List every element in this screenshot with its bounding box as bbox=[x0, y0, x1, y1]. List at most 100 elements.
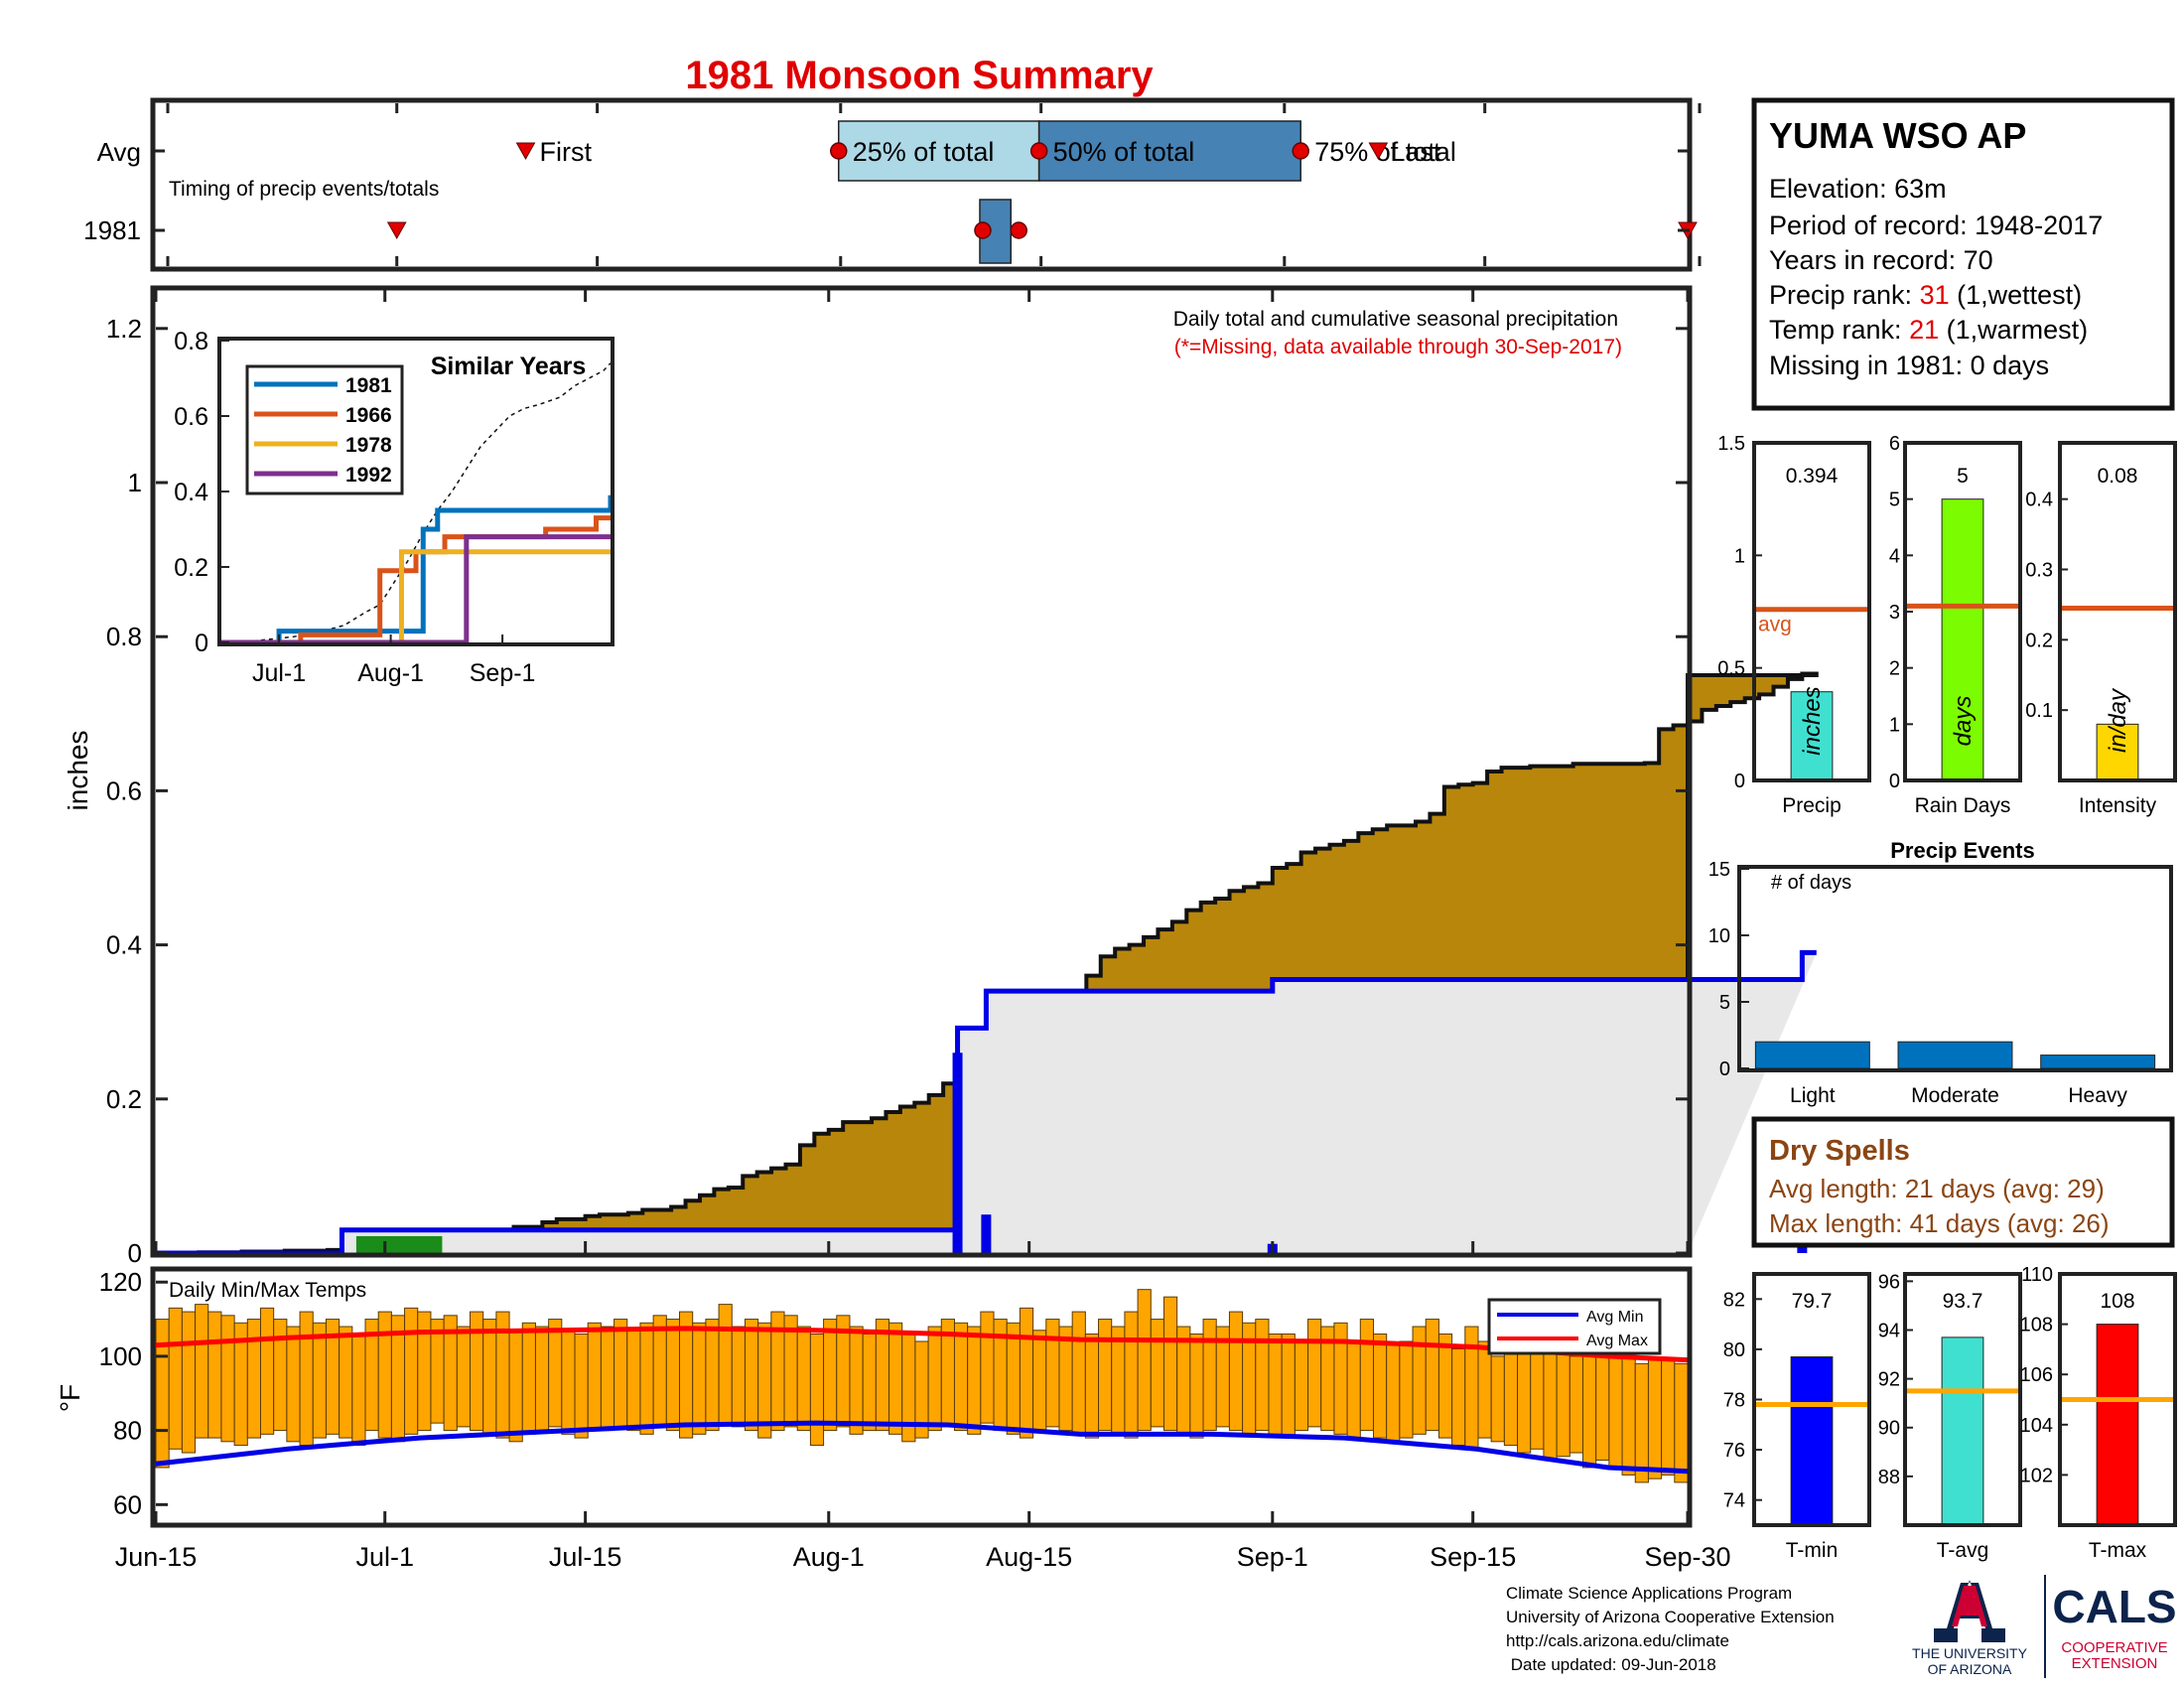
footer-line-2: University of Arizona Cooperative Extens… bbox=[1506, 1608, 1835, 1626]
station-precip-rank: Precip rank: 31 (1,wettest) bbox=[1769, 280, 2082, 310]
daily-temp-bar bbox=[456, 1326, 472, 1428]
legend-label-1992: 1992 bbox=[345, 464, 392, 487]
x-axis-date-label: Jul-1 bbox=[355, 1542, 414, 1572]
daily-temp-bar bbox=[1569, 1355, 1583, 1454]
avg-p50-marker bbox=[1029, 142, 1048, 160]
similar-years-x-axis: Jul-1 Aug-1 Sep-1 bbox=[252, 634, 535, 687]
daily-temp-bar bbox=[980, 1311, 995, 1424]
year-box bbox=[979, 199, 1012, 264]
daily-temp-bar bbox=[587, 1322, 602, 1432]
year-p25-marker bbox=[974, 221, 992, 239]
panel-y-tick-label: 0.1 bbox=[2025, 700, 2053, 722]
daily-temp-bar bbox=[731, 1326, 746, 1428]
panel-t-max: 102 104 106 108 110 108 T-max bbox=[2020, 1264, 2177, 1562]
station-temp-rank: Temp rank: 21 (1,warmest) bbox=[1769, 315, 2088, 345]
daily-temp-bar bbox=[1595, 1344, 1610, 1462]
panel-y-tick-label: 80 bbox=[1723, 1339, 1745, 1361]
panel-frame bbox=[1752, 441, 1871, 782]
events-y-tick-label: 0 bbox=[1719, 1058, 1730, 1080]
daily-temp-bar bbox=[639, 1322, 654, 1435]
panel-x-label: T-min bbox=[1786, 1539, 1839, 1562]
precip-y-axis: 0 0.2 0.4 0.6 0.8 1 1.2 bbox=[106, 290, 1690, 1268]
daily-temp-bar bbox=[1451, 1347, 1466, 1447]
daily-temp-bar bbox=[430, 1319, 445, 1424]
precip-y-tick-label: 0 bbox=[128, 1238, 142, 1268]
daily-temp-bar bbox=[534, 1326, 550, 1432]
panel-bar bbox=[1941, 1336, 1984, 1526]
panel-y-tick-label: 1 bbox=[1889, 714, 1900, 736]
year-p75-marker bbox=[1010, 221, 1027, 239]
precip-y-tick-label: 1.2 bbox=[106, 314, 142, 344]
panel-y-tick-label: 104 bbox=[2020, 1415, 2053, 1437]
daily-temp-bar bbox=[1647, 1359, 1663, 1479]
ua-name-line-1: THE UNIVERSITY bbox=[1912, 1645, 2028, 1661]
temp-legend: Avg Min Avg Max bbox=[1487, 1298, 1662, 1355]
daily-temp-bar bbox=[1162, 1296, 1178, 1432]
daily-temp-bar bbox=[1661, 1359, 1676, 1476]
daily-temp-bar bbox=[1674, 1362, 1689, 1483]
panel-y-tick-label: 5 bbox=[1889, 490, 1900, 511]
precip-event-bar bbox=[2040, 1055, 2156, 1069]
precip-event-bar bbox=[1754, 1041, 1870, 1069]
daily-temp-bar bbox=[1071, 1311, 1086, 1435]
timing-row-year: 1981 bbox=[83, 215, 141, 245]
inset-y-tick-label: 0 bbox=[195, 630, 208, 657]
daily-temp-bar bbox=[953, 1322, 969, 1432]
panel-x-label: T-avg bbox=[1937, 1539, 1989, 1562]
daily-temp-bar bbox=[1111, 1326, 1126, 1435]
daily-temp-bar bbox=[155, 1319, 170, 1469]
temp-plot-area bbox=[155, 1289, 1689, 1483]
panel-y-tick-label: 0.4 bbox=[2025, 490, 2053, 511]
timing-row-avg: Avg bbox=[97, 137, 141, 167]
avg-p25-marker bbox=[830, 142, 848, 160]
station-elevation: Elevation: 63m bbox=[1769, 174, 1947, 204]
daily-temp-bar bbox=[1268, 1334, 1283, 1435]
panel-y-tick-label: 88 bbox=[1878, 1467, 1900, 1488]
summary-bar-panels: 00.511.50.394Precipinchesavg01234565Rain… bbox=[1717, 433, 2177, 1562]
panel-y-tick-label: 82 bbox=[1723, 1289, 1745, 1311]
dry-spells-box: Dry Spells Avg length: 21 days (avg: 29)… bbox=[1751, 1116, 2175, 1248]
daily-temp-bar bbox=[286, 1326, 301, 1443]
daily-temp-bar bbox=[521, 1322, 536, 1435]
panel-y-tick-label: 0.2 bbox=[2025, 630, 2053, 651]
daily-temp-bar bbox=[849, 1326, 864, 1435]
station-info-box: YUMA WSO AP Elevation: 63m Period of rec… bbox=[1751, 97, 2175, 411]
daily-temp-bar bbox=[1634, 1362, 1649, 1483]
daily-temp-bar bbox=[652, 1315, 667, 1428]
daily-temp-bar bbox=[1045, 1319, 1060, 1428]
daily-temp-bar bbox=[1399, 1340, 1414, 1439]
daily-temp-bar bbox=[1608, 1355, 1623, 1469]
panel-unit-label: inches bbox=[1799, 686, 1826, 755]
temp-title: Daily Min/Max Temps bbox=[169, 1279, 366, 1302]
daily-temp-bar bbox=[705, 1319, 720, 1432]
cumulative-1981-line bbox=[156, 949, 1817, 1256]
daily-temp-bar bbox=[1189, 1334, 1204, 1439]
cals-logo: CALS COOPERATIVE EXTENSION bbox=[2052, 1581, 2176, 1672]
inset-y-tick-label: 0.6 bbox=[174, 403, 208, 431]
inset-y-tick-label: 0.4 bbox=[174, 479, 208, 506]
daily-temp-bar bbox=[1294, 1340, 1309, 1432]
daily-temp-bar bbox=[614, 1319, 628, 1428]
daily-temp-bar bbox=[1543, 1351, 1558, 1462]
daily-temp-bar bbox=[377, 1311, 392, 1439]
precip-y-tick-label: 0.4 bbox=[106, 930, 142, 960]
panel-y-tick-label: 3 bbox=[1889, 602, 1900, 624]
footer-line-3: http://cals.arizona.edu/climate bbox=[1506, 1631, 1729, 1650]
daily-temp-bar bbox=[1372, 1334, 1388, 1439]
daily-temp-bar bbox=[312, 1322, 327, 1439]
daily-temp-bar bbox=[508, 1330, 523, 1443]
precip-events-ylabel: # of days bbox=[1771, 872, 1851, 894]
figure-title: 1981 Monsoon Summary bbox=[685, 54, 1154, 97]
panel-x-label: Precip bbox=[1782, 794, 1842, 817]
x-axis-date-label: Aug-15 bbox=[986, 1542, 1072, 1572]
daily-temp-bar bbox=[1281, 1334, 1296, 1439]
panel-value-label: 0.08 bbox=[2098, 465, 2138, 488]
panel-y-tick-label: 0.3 bbox=[2025, 560, 2053, 582]
dry-spells-avg: Avg length: 21 days (avg: 29) bbox=[1769, 1174, 2105, 1203]
university-of-arizona-logo: THE UNIVERSITY OF ARIZONA bbox=[1912, 1580, 2028, 1677]
precip-event-category: Moderate bbox=[1911, 1084, 1999, 1107]
daily-temp-bar bbox=[1556, 1347, 1570, 1458]
panel-value-label: 108 bbox=[2100, 1290, 2134, 1313]
daily-temp-bar bbox=[548, 1319, 563, 1428]
daily-temp-bar bbox=[181, 1311, 197, 1454]
